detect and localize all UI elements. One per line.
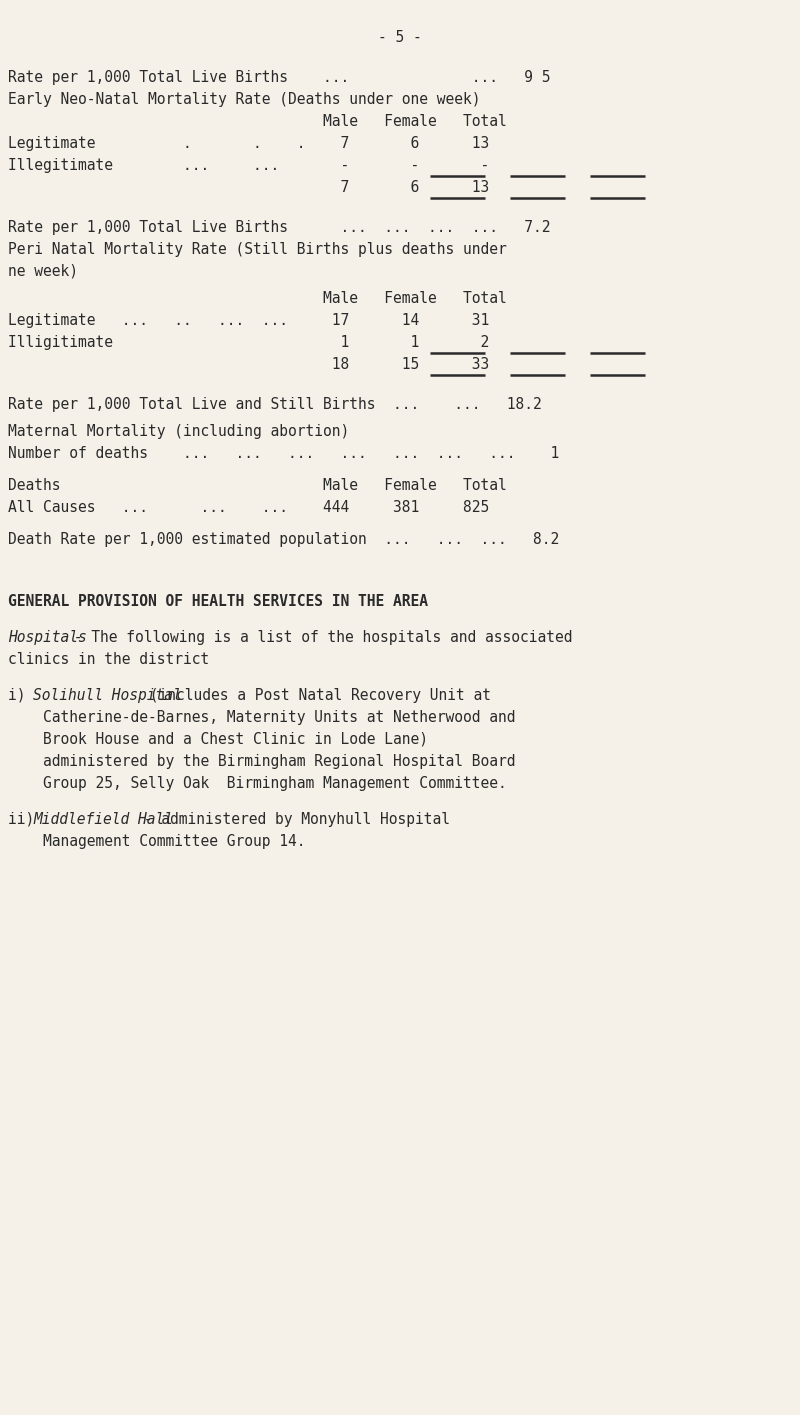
Text: Illegitimate        ...     ...       -       -       -: Illegitimate ... ... - - -	[8, 158, 490, 173]
Text: ne week): ne week)	[8, 265, 78, 279]
Text: Brook House and a Chest Clinic in Lode Lane): Brook House and a Chest Clinic in Lode L…	[8, 732, 428, 747]
Text: administered by the Birmingham Regional Hospital Board: administered by the Birmingham Regional …	[8, 754, 515, 768]
Text: Solihull Hospital: Solihull Hospital	[34, 688, 182, 703]
Text: Legitimate          .       .    .    7       6      13: Legitimate . . . 7 6 13	[8, 136, 490, 151]
Text: Peri Natal Mortality Rate (Still Births plus deaths under: Peri Natal Mortality Rate (Still Births …	[8, 242, 506, 258]
Text: GENERAL PROVISION OF HEALTH SERVICES IN THE AREA: GENERAL PROVISION OF HEALTH SERVICES IN …	[8, 594, 428, 608]
Text: Maternal Mortality (including abortion): Maternal Mortality (including abortion)	[8, 424, 350, 439]
Text: Deaths                              Male   Female   Total: Deaths Male Female Total	[8, 478, 506, 492]
Text: - 5 -: - 5 -	[378, 30, 422, 45]
Text: Middlefield Hall: Middlefield Hall	[34, 812, 174, 826]
Text: Group 25, Selly Oak  Birmingham Management Committee.: Group 25, Selly Oak Birmingham Managemen…	[8, 775, 506, 791]
Text: Legitimate   ...   ..   ...  ...     17      14      31: Legitimate ... .. ... ... 17 14 31	[8, 313, 490, 328]
Text: Management Committee Group 14.: Management Committee Group 14.	[8, 833, 306, 849]
Text: All Causes   ...      ...    ...    444     381     825: All Causes ... ... ... 444 381 825	[8, 499, 490, 515]
Text: Male   Female   Total: Male Female Total	[8, 115, 506, 129]
Text: Male   Female   Total: Male Female Total	[8, 291, 506, 306]
Text: Rate per 1,000 Total Live Births      ...  ...  ...  ...   7.2: Rate per 1,000 Total Live Births ... ...…	[8, 219, 550, 235]
Text: Catherine-de-Barnes, Maternity Units at Netherwood and: Catherine-de-Barnes, Maternity Units at …	[8, 710, 515, 724]
Text: - administered by Monyhull Hospital: - administered by Monyhull Hospital	[135, 812, 450, 826]
Text: ii): ii)	[8, 812, 43, 826]
Text: 18      15      33: 18 15 33	[8, 357, 490, 372]
Text: Hospitals: Hospitals	[8, 630, 86, 645]
Text: Rate per 1,000 Total Live and Still Births  ...    ...   18.2: Rate per 1,000 Total Live and Still Birt…	[8, 398, 542, 412]
Text: - The following is a list of the hospitals and associated: - The following is a list of the hospita…	[65, 630, 573, 645]
Text: clinics in the district: clinics in the district	[8, 652, 210, 666]
Text: (includes a Post Natal Recovery Unit at: (includes a Post Natal Recovery Unit at	[142, 688, 491, 703]
Text: Rate per 1,000 Total Live Births    ...              ...   9 5: Rate per 1,000 Total Live Births ... ...…	[8, 69, 550, 85]
Text: Death Rate per 1,000 estimated population  ...   ...  ...   8.2: Death Rate per 1,000 estimated populatio…	[8, 532, 559, 548]
Text: 7       6      13: 7 6 13	[8, 180, 490, 195]
Text: Early Neo-Natal Mortality Rate (Deaths under one week): Early Neo-Natal Mortality Rate (Deaths u…	[8, 92, 481, 108]
Text: Number of deaths    ...   ...   ...   ...   ...  ...   ...    1: Number of deaths ... ... ... ... ... ...…	[8, 446, 559, 461]
Text: Illigitimate                          1       1       2: Illigitimate 1 1 2	[8, 335, 490, 350]
Text: i): i)	[8, 688, 43, 703]
